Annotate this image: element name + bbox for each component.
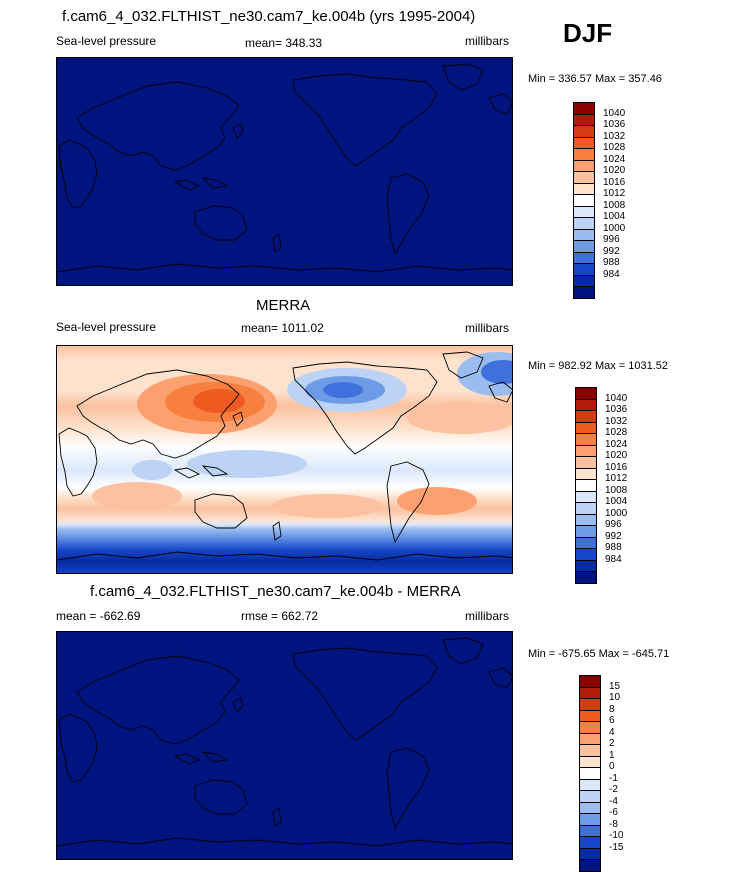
colorbar-label: 1040 [605,392,628,404]
colorbar-swatch [573,286,595,299]
colorbar-label: 1036 [603,119,626,130]
colorbar-label: -4 [609,795,618,807]
colorbar-label: 1016 [605,461,628,473]
panel-3-map [56,631,513,860]
colorbar-label: 1004 [603,211,626,222]
colorbar-label: 1000 [603,222,626,234]
colorbar-label: 1012 [603,188,626,199]
colorbar-label: 1020 [605,450,628,461]
colorbar-label: 1028 [603,142,626,153]
colorbar-label: -1 [609,772,618,784]
panel-1-variable: Sea-level pressure [56,34,157,48]
colorbar-label: 1000 [605,507,628,519]
colorbar-label: 8 [609,703,615,715]
colorbar-label: 4 [609,726,615,738]
panel-3-coastlines [57,637,512,847]
colorbar-label: 996 [603,234,620,245]
panel-2-minmax: Min = 982.92 Max = 1031.52 [528,360,669,372]
panel-3-rmse: rmse = 662.72 [241,609,319,623]
panel-3-mean: mean = -662.69 [56,609,141,623]
season-label: DJF [563,18,613,48]
colorbar-label: 1024 [605,438,628,450]
panel-3-title: f.cam6_4_032.FLTHIST_ne30.cam7_ke.004b -… [90,583,461,600]
colorbar-label: 1012 [605,473,628,484]
panel-1-units: millibars [465,34,510,48]
panel-1-coastlines [57,63,512,273]
colorbar-label: 984 [605,553,622,565]
colorbar-label: -2 [609,784,618,795]
colorbar-label: -6 [609,807,618,818]
panel-1-mean: mean= 348.33 [245,36,323,50]
panel-1-title: f.cam6_4_032.FLTHIST_ne30.cam7_ke.004b (… [62,8,476,25]
panel-1-map [56,57,513,286]
panel-2-map [56,345,513,574]
colorbar-label: 996 [605,519,622,530]
colorbar-label: 10 [609,692,621,703]
colorbar-label: 15 [609,680,621,692]
colorbar-label: 1024 [603,153,626,165]
colorbar-label: 1032 [605,415,628,427]
colorbar-label: 1008 [603,199,626,211]
colorbar-label: 1008 [605,484,628,496]
colorbar-label: 1016 [603,176,626,188]
colorbar-label: -15 [609,841,624,853]
panel-3-units: millibars [465,609,510,623]
panel-2-mean: mean= 1011.02 [241,321,324,335]
panel-2-units: millibars [465,321,510,335]
colorbar-label: 988 [603,257,620,268]
panel-2-title: MERRA [256,297,311,314]
colorbar-label: -8 [609,818,618,830]
colorbar-label: 1032 [603,130,626,142]
colorbar-label: 1028 [605,427,628,438]
colorbar-label: 1 [609,749,615,761]
colorbar-label: 988 [605,542,622,553]
panel-1-minmax: Min = 336.57 Max = 357.46 [528,73,662,85]
panel-2-variable: Sea-level pressure [56,320,157,334]
panel-3-minmax: Min = -675.65 Max = -645.71 [528,648,670,660]
colorbar-label: 984 [603,268,620,280]
colorbar-label: 2 [609,738,615,749]
colorbar-label: -10 [609,830,624,841]
panel-2-field [57,346,512,573]
colorbar-label: 1040 [603,107,626,119]
colorbar-label: 6 [609,715,615,726]
colorbar-label: 992 [603,245,620,257]
colorbar-label: 0 [609,761,615,772]
colorbar-swatch [579,859,601,872]
colorbar-label: 1036 [605,404,628,415]
colorbar-label: 992 [605,530,622,542]
colorbar-label: 1004 [605,496,628,507]
colorbar-swatch [575,571,597,584]
colorbar-label: 1020 [603,165,626,176]
